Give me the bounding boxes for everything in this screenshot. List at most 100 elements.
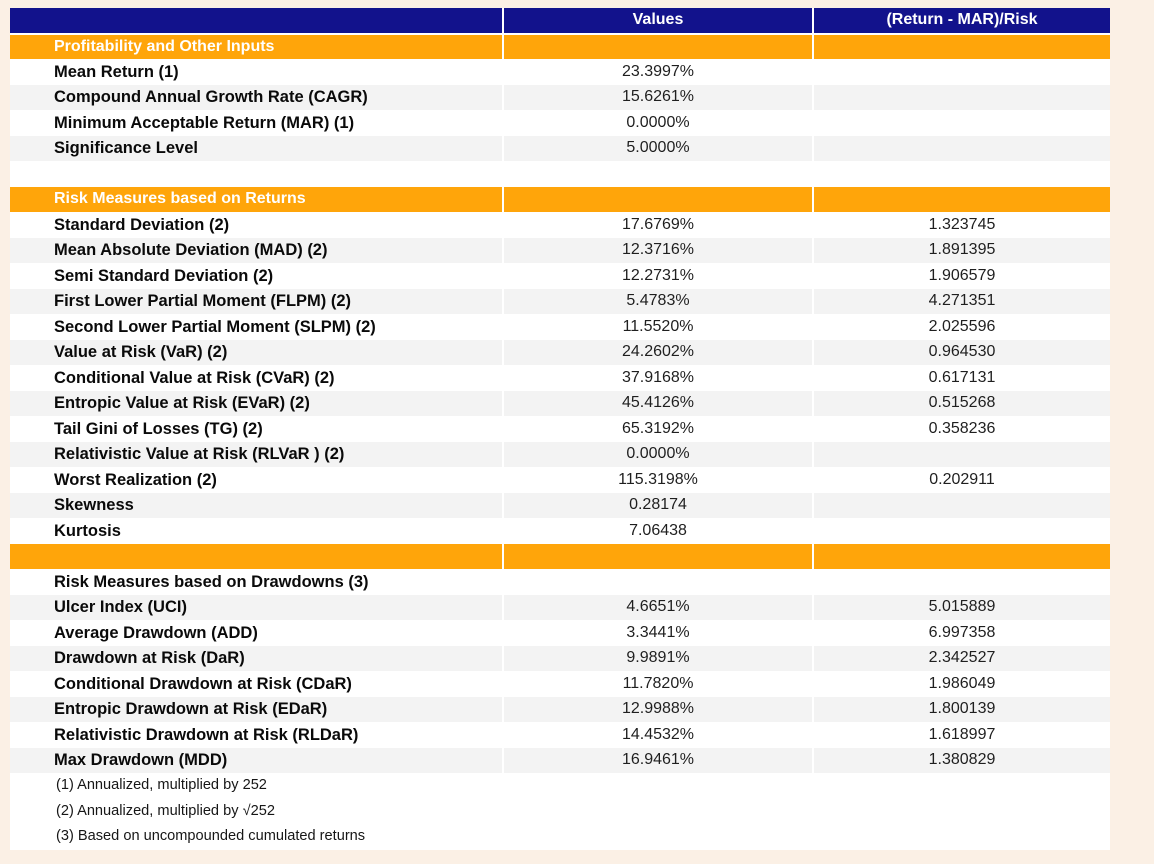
row-value: 12.9988% [502,696,813,722]
row-label: Entropic Drawdown at Risk (EDaR) [10,696,503,722]
row-value: 23.3997% [502,59,813,85]
row-ratio [812,569,1110,595]
row-value: 15.6261% [502,84,813,110]
row-value [502,824,813,850]
row-ratio [812,33,1110,59]
row-value [502,773,813,799]
data-row: Value at Risk (VaR) (2) 24.2602% 0.964530 [10,339,1110,365]
row-value [502,569,813,595]
row-label: Conditional Value at Risk (CVaR) (2) [10,365,503,391]
section-divider-row [10,543,1110,569]
row-label: Risk Measures based on Drawdowns (3) [10,569,503,595]
row-ratio: 1.380829 [812,747,1110,773]
row-label: Drawdown at Risk (DaR) [10,645,503,671]
data-row: Worst Realization (2) 115.3198% 0.202911 [10,467,1110,493]
table-header-row: Values (Return - MAR)/Risk [10,8,1110,35]
row-ratio [812,110,1110,136]
section-header-row: Profitability and Other Inputs [10,33,1110,59]
row-ratio [812,543,1110,569]
data-row: Average Drawdown (ADD) 3.3441% 6.997358 [10,620,1110,646]
row-label: Tail Gini of Losses (TG) (2) [10,416,503,442]
row-value: 11.5520% [502,314,813,340]
row-ratio: 0.964530 [812,339,1110,365]
row-ratio [812,441,1110,467]
row-value [502,33,813,59]
row-value: 24.2602% [502,339,813,365]
row-label: Kurtosis [10,518,503,544]
row-label [10,161,503,187]
row-label: Second Lower Partial Moment (SLPM) (2) [10,314,503,340]
row-label: Conditional Drawdown at Risk (CDaR) [10,671,503,697]
header-labels-cell [10,8,503,35]
row-ratio: 0.202911 [812,467,1110,493]
data-row: Relativistic Drawdown at Risk (RLDaR) 14.… [10,722,1110,748]
row-ratio [812,161,1110,187]
row-value: 5.4783% [502,288,813,314]
row-label: Relativistic Drawdown at Risk (RLDaR) [10,722,503,748]
data-row: Conditional Value at Risk (CVaR) (2) 37.9… [10,365,1110,391]
header-ratio-cell: (Return - MAR)/Risk [812,8,1110,35]
data-row: Second Lower Partial Moment (SLPM) (2) 11… [10,314,1110,340]
row-label: Mean Absolute Deviation (MAD) (2) [10,237,503,263]
row-ratio: 0.515268 [812,390,1110,416]
row-ratio [812,492,1110,518]
row-label: Compound Annual Growth Rate (CAGR) [10,84,503,110]
data-row: Tail Gini of Losses (TG) (2) 65.3192% 0.35… [10,416,1110,442]
row-ratio: 0.617131 [812,365,1110,391]
row-value: 5.0000% [502,135,813,161]
row-value: 37.9168% [502,365,813,391]
data-row: Mean Absolute Deviation (MAD) (2) 12.3716… [10,237,1110,263]
row-label: Minimum Acceptable Return (MAR) (1) [10,110,503,136]
row-value: 45.4126% [502,390,813,416]
row-label: Worst Realization (2) [10,467,503,493]
row-ratio: 4.271351 [812,288,1110,314]
table-body: Profitability and Other Inputs Mean Retur… [10,33,1110,850]
risk-report-table: Values (Return - MAR)/Risk Profitability… [10,8,1110,850]
row-value [502,186,813,212]
row-value: 11.7820% [502,671,813,697]
row-value: 0.0000% [502,441,813,467]
row-label: Profitability and Other Inputs [10,33,503,59]
blank-row [10,161,1110,187]
row-value: 4.6651% [502,594,813,620]
footnote-row: (2) Annualized, multiplied by √252 [10,798,1110,824]
row-ratio: 1.618997 [812,722,1110,748]
row-ratio: 6.997358 [812,620,1110,646]
row-label: Value at Risk (VaR) (2) [10,339,503,365]
data-row: Kurtosis 7.06438 [10,518,1110,544]
row-value [502,798,813,824]
data-row: Ulcer Index (UCI) 4.6651% 5.015889 [10,594,1110,620]
row-label: Significance Level [10,135,503,161]
row-value: 17.6769% [502,212,813,238]
data-row: Skewness 0.28174 [10,492,1110,518]
row-value: 3.3441% [502,620,813,646]
row-label: First Lower Partial Moment (FLPM) (2) [10,288,503,314]
row-ratio [812,773,1110,799]
row-value [502,161,813,187]
row-ratio: 1.800139 [812,696,1110,722]
data-row: Drawdown at Risk (DaR) 9.9891% 2.342527 [10,645,1110,671]
data-row: Compound Annual Growth Rate (CAGR) 15.626… [10,84,1110,110]
row-ratio [812,824,1110,850]
data-row: Conditional Drawdown at Risk (CDaR) 11.78… [10,671,1110,697]
data-row: Relativistic Value at Risk (RLVaR ) (2) 0… [10,441,1110,467]
data-row: Entropic Value at Risk (EVaR) (2) 45.4126… [10,390,1110,416]
row-label: Relativistic Value at Risk (RLVaR ) (2) [10,441,503,467]
row-value: 12.3716% [502,237,813,263]
row-ratio [812,135,1110,161]
row-value [502,543,813,569]
footnote-row: (3) Based on uncompounded cumulated retu… [10,824,1110,850]
data-row: Mean Return (1) 23.3997% [10,59,1110,85]
row-ratio: 2.342527 [812,645,1110,671]
footnote-row: (1) Annualized, multiplied by 252 [10,773,1110,799]
data-row: Significance Level 5.0000% [10,135,1110,161]
row-value: 9.9891% [502,645,813,671]
row-label: Risk Measures based on Returns [10,186,503,212]
row-label: Max Drawdown (MDD) [10,747,503,773]
row-ratio [812,84,1110,110]
row-ratio: 1.891395 [812,237,1110,263]
row-label: (3) Based on uncompounded cumulated retu… [10,824,503,850]
subheader-row: Risk Measures based on Drawdowns (3) [10,569,1110,595]
row-label [10,543,503,569]
